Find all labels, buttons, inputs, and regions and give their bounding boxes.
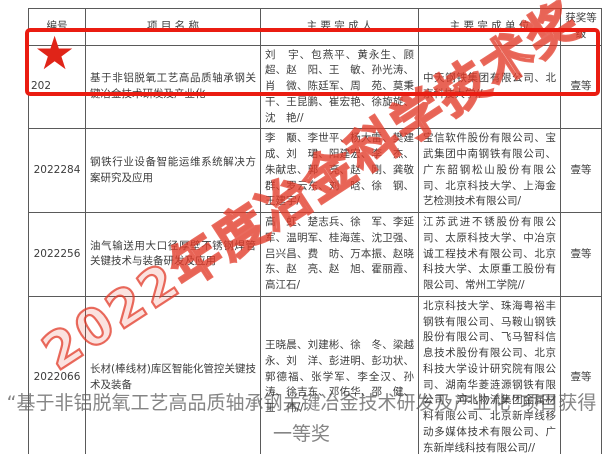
header-cell-people: 主 要 完 成 人	[260, 8, 419, 46]
row-grade: 壹等	[560, 295, 602, 454]
header-cell-id: 编号	[28, 8, 86, 46]
row-grade: 壹等	[560, 128, 602, 213]
table-header-row: 编号 项 目 名 称 主 要 完 成 人 主 要 完 成 单 位 获奖等级	[28, 8, 602, 46]
row-project-name: 钢铁行业设备智能运维系统解决方案研究及应用	[85, 128, 261, 213]
row-people: 王晓晨、刘建彬、徐 冬、梁越永、刘 洋、彭进明、彭功状、郭德福、张学军、李全汉、…	[260, 295, 425, 454]
row-units: 北京科技大学、珠海粤裕丰钢铁有限公司、马鞍山钢铁股份有限公司、飞马智科信息技术股…	[418, 295, 561, 454]
table-row: 2022256 油气输送用大口径厚壁不锈钢焊管关键技术与装备研发及应用 高 虹、…	[28, 212, 602, 297]
table-row: 202 基于非铝脱氧工艺高品质轴承钢关键冶金技术研发及产业化 刘 宇、包燕平、黄…	[28, 44, 602, 130]
row-units: 江苏武进不锈股份有限公司、太原科技大学、中冶京诚工程技术有限公司、北京科技大学、…	[418, 212, 561, 297]
header-cell-grade: 获奖等级	[560, 8, 602, 46]
row-people: 刘 宇、包燕平、黄永生、顾 超、赵 阳、王 敏、孙光涛、肖 微、陈廷军、周 苑、…	[260, 44, 425, 130]
header-cell-project: 项 目 名 称	[85, 8, 261, 46]
row-units: 中天钢铁集团有限公司、北京科技大学//	[418, 44, 561, 130]
row-units: 宝信软件股份有限公司、宝武集团中南钢铁有限公司、广东韶钢松山股份有限公司、北京科…	[418, 128, 561, 213]
row-people: 李 颙、李世平、杨大雷、樊建成、刘 珺、阳建宏、李 杰、朱献忠、郭 亮、赵 刚、…	[260, 128, 419, 213]
row-grade: 壹等	[560, 212, 602, 297]
header-cell-units: 主 要 完 成 单 位	[418, 8, 561, 46]
row-id: 2022284	[28, 128, 86, 213]
row-id: 2022066	[28, 295, 86, 454]
row-id: 202	[28, 44, 86, 130]
award-table: 编号 项 目 名 称 主 要 完 成 人 主 要 完 成 单 位 获奖等级 20…	[28, 8, 602, 454]
row-grade: 壹等	[560, 44, 602, 130]
row-id: 2022256	[28, 212, 86, 297]
row-project-name: 基于非铝脱氧工艺高品质轴承钢关键冶金技术研发及产业化	[85, 44, 261, 130]
row-people: 高 虹、楚志兵、徐 军、李延军、温明军、桂海莲、沈卫强、吕兴昌、费 昉、万本振、…	[260, 212, 419, 297]
table-row: 2022066 长材(棒线材)库区智能化管控关键技术及装备 王晓晨、刘建彬、徐 …	[28, 295, 602, 454]
table-row: 2022284 钢铁行业设备智能运维系统解决方案研究及应用 李 颙、李世平、杨大…	[28, 128, 602, 213]
row-project-name: 油气输送用大口径厚壁不锈钢焊管关键技术与装备研发及应用	[85, 212, 261, 297]
row-project-name: 长材(棒线材)库区智能化管控关键技术及装备	[85, 295, 261, 454]
